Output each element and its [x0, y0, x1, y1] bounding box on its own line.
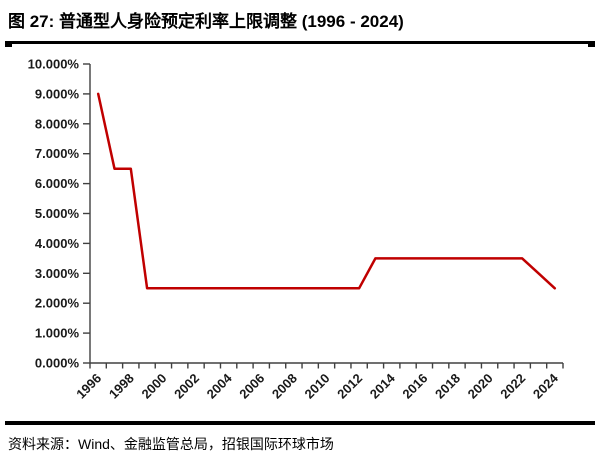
chart-divider: [5, 421, 595, 425]
x-axis-tick-label: 2004: [204, 370, 236, 402]
source-note: 资料来源：Wind、金融监管总局，招银国际环球市场: [8, 436, 334, 452]
chart-title: 图 27: 普通型人身险预定利率上限调整 (1996 - 2024): [8, 12, 404, 31]
x-axis-tick-label: 1996: [73, 371, 104, 402]
y-axis-tick-label: 5.000%: [35, 206, 80, 221]
x-axis-tick-label: 2016: [399, 371, 430, 402]
x-axis-tick-label: 2020: [465, 371, 496, 402]
x-axis-tick-label: 2002: [171, 371, 202, 402]
x-axis-tick-label: 2008: [269, 371, 300, 402]
title-divider: [5, 41, 595, 47]
y-axis-tick-label: 2.000%: [35, 296, 80, 311]
y-axis-tick-label: 7.000%: [35, 146, 80, 161]
x-axis-tick-label: 2018: [432, 371, 463, 402]
y-axis-tick-label: 4.000%: [35, 236, 80, 251]
y-axis-tick-label: 9.000%: [35, 86, 80, 101]
line-chart: 0.000% 1.000% 2.000% 3.000% 4.000% 5.000% 6.00…: [28, 57, 564, 402]
y-axis-tick-label: 0.000%: [35, 356, 80, 371]
y-axis-tick-label: 3.000%: [35, 266, 80, 281]
x-axis-tick-label: 2010: [302, 371, 333, 402]
y-axis-tick-label: 1.000%: [35, 326, 80, 341]
series-line: [96, 92, 557, 290]
x-axis-tick-label: 2014: [367, 370, 399, 402]
x-axis-tick-label: 2024: [530, 370, 562, 402]
y-axis-tick-label: 6.000%: [35, 176, 80, 191]
y-axis-tick-label: 10.000%: [28, 57, 80, 72]
x-axis-tick-label: 2000: [138, 371, 169, 402]
x-axis-tick-label: 2012: [334, 371, 365, 402]
axis-line: [89, 64, 563, 364]
x-axis-tick-label: 2006: [236, 371, 267, 402]
x-axis-tick-label: 1998: [106, 371, 137, 402]
y-axis-tick-label: 8.000%: [35, 116, 80, 131]
x-axis-tick-label: 2022: [497, 371, 528, 402]
